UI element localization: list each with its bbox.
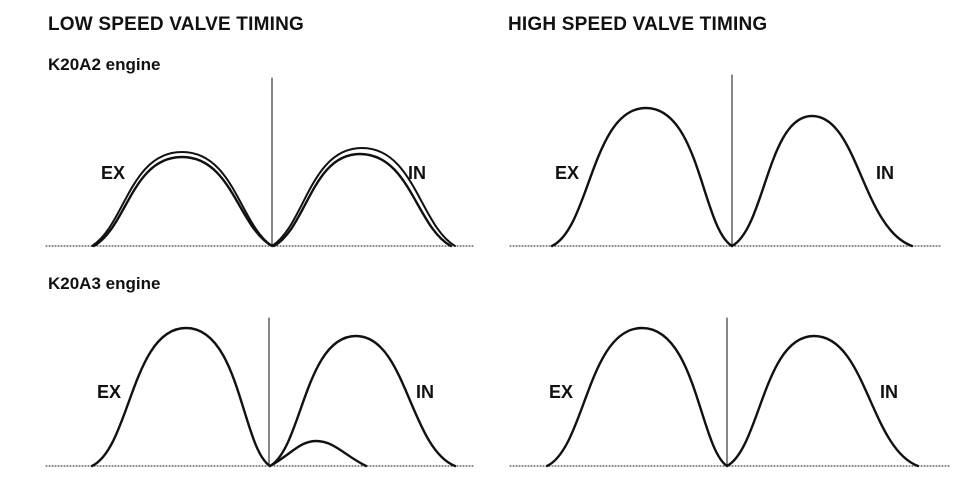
k20a2-high-ex-label: EX bbox=[555, 163, 580, 183]
intake-lift-curve bbox=[725, 334, 920, 468]
k20a3-low-ex-label: EX bbox=[97, 382, 122, 402]
exhaust-lift-curve bbox=[550, 106, 734, 248]
k20a3-high-ex-label: EX bbox=[549, 382, 574, 402]
intake-lift-curve bbox=[730, 114, 914, 248]
high-speed-heading: HIGH SPEED VALVE TIMING bbox=[508, 14, 768, 35]
k20a3-low-speed-panel bbox=[45, 317, 476, 468]
engine-label-k20a3: K20A3 engine bbox=[48, 274, 161, 293]
low-speed-heading: LOW SPEED VALVE TIMING bbox=[48, 14, 304, 35]
exhaust-lift-curve-inner bbox=[92, 155, 274, 248]
k20a3-low-in-label: IN bbox=[416, 382, 434, 402]
intake-lift-curve-outer bbox=[271, 147, 456, 247]
exhaust-lift-curve-outer bbox=[91, 151, 273, 247]
k20a2-high-speed-panel bbox=[509, 74, 941, 248]
k20a2-low-speed-panel bbox=[45, 77, 476, 248]
engine-label-k20a2: K20A2 engine bbox=[48, 55, 161, 74]
k20a2-low-in-label: IN bbox=[408, 163, 426, 183]
intake-secondary-lift-curve bbox=[268, 439, 368, 468]
exhaust-lift-curve bbox=[545, 326, 729, 468]
k20a2-low-ex-label: EX bbox=[101, 163, 126, 183]
k20a2-high-in-label: IN bbox=[876, 163, 894, 183]
intake-lift-curve bbox=[268, 334, 457, 468]
k20a3-high-in-label: IN bbox=[880, 382, 898, 402]
exhaust-lift-curve bbox=[90, 326, 272, 468]
intake-lift-curve-inner bbox=[272, 152, 453, 248]
k20a3-high-speed-panel bbox=[509, 317, 951, 468]
